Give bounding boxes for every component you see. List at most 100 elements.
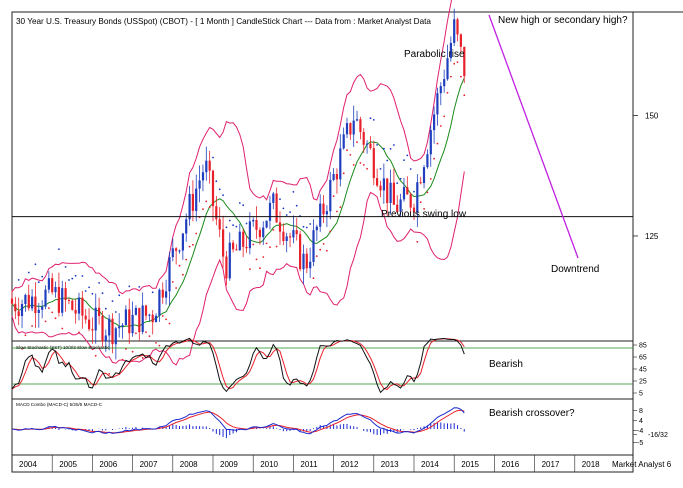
annotations: New high or secondary high? Parabolic ris… <box>381 14 628 419</box>
psar-dot <box>386 159 389 162</box>
price-plot <box>10 0 633 375</box>
moving-average-line <box>11 77 465 328</box>
candle-body <box>456 19 459 35</box>
candle-body <box>412 207 416 213</box>
annotation-downtrend: Downtrend <box>551 264 599 275</box>
psar-dot <box>279 198 281 201</box>
psar-dot <box>225 226 228 229</box>
candle-body <box>225 256 228 279</box>
macd-y-tick-label: 4 <box>639 418 643 425</box>
psar-dot <box>165 318 168 321</box>
psar-dot <box>262 256 265 258</box>
candle-body <box>198 180 201 189</box>
psar-dot <box>27 271 30 274</box>
psar-dot <box>265 242 268 245</box>
psar-dot <box>118 294 121 297</box>
candle-body <box>235 249 238 251</box>
candle-body <box>443 79 446 87</box>
watermark: Market Analyst 6 <box>612 460 672 469</box>
macd-title: MACD Combo (MACD-C) 5/25/5 MACD-C <box>16 402 103 407</box>
candle-body <box>44 289 47 307</box>
candle-body <box>409 194 412 208</box>
psar-dot <box>161 315 164 317</box>
candle-body <box>158 289 161 316</box>
annotation-new-high: New high or secondary high? <box>498 15 628 26</box>
psar-dot <box>429 178 432 180</box>
psar-dot <box>326 249 328 252</box>
candle-body <box>211 170 215 207</box>
stochastic-y-tick-label: 45 <box>639 367 647 374</box>
x-tick-label: 2013 <box>381 460 399 469</box>
candle-body <box>272 193 275 203</box>
candle-body <box>151 314 154 323</box>
candle-body <box>389 182 392 203</box>
psar-dot <box>356 141 358 144</box>
psar-dot <box>171 281 174 283</box>
candle-body <box>248 221 251 249</box>
candle-body <box>81 297 84 316</box>
annotation-parabolic-rise: Parabolic rise <box>404 49 465 60</box>
candle-body <box>349 123 352 135</box>
candle-body <box>74 309 77 314</box>
psar-dot <box>24 334 27 337</box>
candle-body <box>335 174 338 180</box>
candle-body <box>201 172 205 181</box>
candle-body <box>88 319 91 330</box>
candle-body <box>144 305 148 316</box>
psar-dot <box>403 159 405 162</box>
psar-dot <box>212 156 214 159</box>
macd-y-tick-label: -16/32 <box>648 432 668 439</box>
psar-dot <box>135 332 137 335</box>
psar-dot <box>443 115 446 118</box>
psar-dot <box>369 117 372 120</box>
psar-dot <box>74 274 77 277</box>
candle-body <box>406 187 409 195</box>
candle-body <box>124 309 127 325</box>
x-tick-label: 2015 <box>461 460 479 469</box>
psar-dot <box>141 357 144 359</box>
stochastic-y-tick-label: 5 <box>639 391 643 398</box>
psar-dot <box>322 243 325 245</box>
candle-body <box>175 248 178 251</box>
candle-body <box>295 230 298 235</box>
macd-panel <box>11 398 634 456</box>
candle-body <box>114 328 117 345</box>
candle-body <box>362 132 365 145</box>
x-tick-label: 2018 <box>582 460 600 469</box>
psar-dot <box>44 320 47 323</box>
stochastic-k-line <box>11 337 465 394</box>
candle-body <box>91 329 94 331</box>
candle-body <box>446 58 449 80</box>
candle-body <box>325 211 328 215</box>
psar-dot <box>450 75 452 78</box>
x-tick-label: 2009 <box>220 460 238 469</box>
candle-body <box>238 231 241 251</box>
psar-dot <box>145 331 147 333</box>
candle-body <box>329 179 332 212</box>
psar-dot <box>396 182 399 185</box>
psar-dot <box>235 225 238 228</box>
candle-body <box>154 315 158 323</box>
candle-body <box>185 219 188 234</box>
psar-dot <box>108 373 111 375</box>
psar-dot <box>383 147 385 150</box>
annotation-previous-swing-low: Previous swing low <box>381 209 467 220</box>
psar-dot <box>463 94 466 97</box>
psar-dot <box>88 286 90 289</box>
psar-dot <box>372 119 375 121</box>
candle-body <box>17 311 20 317</box>
psar-dot <box>406 154 409 157</box>
candle-body <box>148 314 151 316</box>
x-tick-label: 2014 <box>421 460 439 469</box>
psar-dot <box>178 264 181 267</box>
candle-body <box>285 236 288 241</box>
psar-dot <box>336 210 338 213</box>
psar-dot <box>17 279 20 281</box>
candle-body <box>265 220 268 228</box>
candle-body <box>37 309 40 313</box>
macd-plot <box>11 407 465 439</box>
candle-body <box>51 278 54 293</box>
psar-dot <box>98 282 100 284</box>
candle-body <box>302 253 305 270</box>
